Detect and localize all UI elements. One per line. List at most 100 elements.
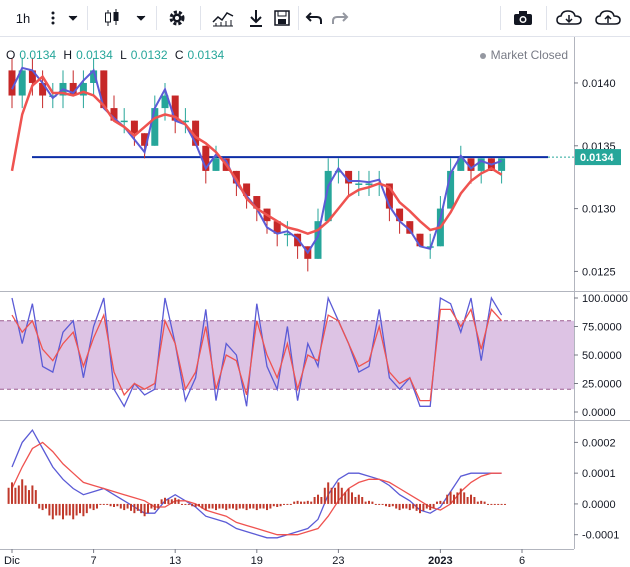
save-icon[interactable] — [270, 4, 294, 32]
chevron-down-icon[interactable] — [64, 4, 82, 32]
histogram-bar — [221, 503, 224, 509]
time-tick-label: 6 — [519, 555, 525, 567]
histogram-bar — [232, 503, 234, 509]
more-vertical-icon[interactable] — [44, 4, 62, 32]
histogram-bar — [385, 503, 387, 507]
candle-body — [202, 145, 210, 171]
macd-axis-tick-label: 0.0000 — [582, 499, 616, 511]
histogram-bar — [7, 487, 10, 504]
cloud-upload-icon[interactable] — [590, 4, 626, 32]
histogram-bar — [174, 497, 177, 504]
undo-icon[interactable] — [302, 4, 326, 32]
camera-icon[interactable] — [506, 4, 540, 32]
histogram-bar — [41, 503, 44, 511]
histogram-bar — [160, 499, 163, 504]
moving-average-line — [10, 74, 503, 236]
time-tick-label: 7 — [91, 555, 97, 567]
histogram-bar — [45, 503, 47, 509]
candle-body — [8, 70, 16, 96]
histogram-bar — [242, 503, 245, 509]
cloud-download-icon[interactable] — [552, 4, 586, 32]
histogram-bar — [177, 499, 180, 504]
toolbar-separator — [298, 6, 299, 30]
histogram-bar — [24, 485, 27, 504]
time-tick-label: Dic — [4, 555, 20, 567]
histogram-bar — [453, 494, 455, 504]
gear-icon[interactable] — [162, 4, 192, 32]
price-axis-tick-label: 0.0140 — [582, 78, 616, 90]
candle-body — [110, 108, 118, 121]
histogram-bar — [476, 501, 479, 504]
histogram-bar — [398, 503, 401, 511]
histogram-bar — [106, 503, 109, 505]
open-value: 0.0134 — [19, 48, 57, 62]
histogram-bar — [500, 503, 503, 505]
histogram-bar — [432, 503, 435, 509]
histogram-bar — [21, 479, 24, 504]
download-icon[interactable] — [244, 4, 268, 32]
close-key: C — [174, 48, 184, 62]
market-status: Market Closed — [479, 48, 568, 62]
histogram-bar — [344, 492, 347, 504]
histogram-bar — [153, 503, 156, 511]
histogram-bar — [408, 503, 411, 511]
histogram-bar — [123, 503, 126, 511]
macd-axis-tick-label: 0.0001 — [582, 468, 616, 480]
close-value: 0.0134 — [187, 48, 225, 62]
candle-body — [447, 170, 455, 209]
histogram-bar — [286, 503, 289, 505]
histogram-bar — [191, 503, 194, 507]
histogram-bar — [459, 488, 462, 504]
candle-body — [406, 221, 414, 234]
histogram-bar — [211, 503, 214, 509]
histogram-bar — [415, 503, 418, 511]
candlestick-icon[interactable] — [94, 4, 130, 32]
histogram-bar — [306, 500, 309, 504]
histogram-bar — [99, 503, 102, 505]
histogram-bar — [483, 501, 486, 504]
candle-body — [18, 70, 26, 96]
histogram-bar — [425, 503, 428, 509]
histogram-bar — [364, 501, 367, 504]
candle-body — [100, 70, 108, 109]
candle-body — [273, 221, 281, 234]
histogram-bar — [235, 503, 238, 511]
time-tick-label: 2023 — [428, 555, 452, 567]
low-value: 0.0132 — [130, 48, 168, 62]
chart-area[interactable]: 0.01400.01350.01300.01250.0134100.000075… — [0, 37, 630, 567]
candle-body — [365, 183, 373, 185]
histogram-bar — [143, 503, 146, 517]
histogram-bar — [497, 503, 500, 505]
histogram-bar — [201, 503, 204, 509]
redo-icon[interactable] — [328, 4, 352, 32]
toolbar-separator — [546, 6, 547, 30]
candle-body — [385, 183, 393, 209]
indicators-icon[interactable] — [206, 4, 240, 32]
histogram-bar — [320, 497, 323, 504]
histogram-bar — [323, 487, 326, 504]
price-axis-tick-label: 0.0130 — [582, 204, 616, 216]
candle-body — [396, 208, 404, 222]
last-price-badge — [575, 149, 621, 166]
chevron-down-icon[interactable] — [132, 4, 150, 32]
histogram-bar — [378, 503, 381, 505]
histogram-bar — [225, 503, 228, 511]
price-axis-tick-label: 0.0125 — [582, 266, 616, 278]
macd-line — [11, 428, 502, 539]
oscillator-line — [11, 307, 503, 402]
histogram-bar — [170, 499, 173, 504]
histogram-bar — [96, 503, 98, 509]
histogram-bar — [388, 503, 391, 507]
histogram-bar — [470, 494, 472, 504]
interval-button[interactable]: 1h — [6, 4, 40, 32]
candle-body — [345, 170, 353, 184]
histogram-bar — [34, 490, 37, 504]
histogram-bar — [490, 503, 493, 505]
high-value: 0.0134 — [76, 48, 113, 62]
histogram-bar — [276, 503, 279, 507]
histogram-bar — [215, 503, 217, 511]
histogram-bar — [504, 503, 506, 505]
candle-body — [283, 233, 291, 236]
histogram-bar — [28, 490, 30, 504]
histogram-bar — [58, 503, 61, 516]
